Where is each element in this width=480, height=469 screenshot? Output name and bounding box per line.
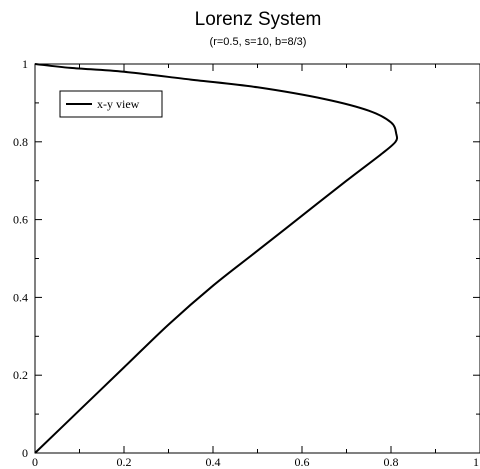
y-tick-label: 1 <box>22 57 28 71</box>
x-tick-label: 0.4 <box>206 455 221 469</box>
x-tick-label: 0 <box>32 455 38 469</box>
x-tick-label: 0.8 <box>384 455 399 469</box>
y-tick-label: 0.6 <box>13 213 28 227</box>
series-line-x-y-view <box>34 63 399 454</box>
y-tick-label: 0 <box>22 446 28 460</box>
y-tick-labels: 0 0.2 0.4 0.6 0.8 1 <box>13 57 28 460</box>
chart-subtitle: (r=0.5, s=10, b=8/3) <box>210 36 307 48</box>
x-tick-label: 1 <box>473 455 479 469</box>
chart-title: Lorenz System <box>195 9 322 30</box>
legend-box <box>59 90 163 118</box>
legend: x-y view <box>59 90 163 118</box>
x-tick-labels: 0 0.2 0.4 0.6 0.8 1 <box>32 455 479 469</box>
axis-ticks <box>34 63 480 454</box>
y-tick-label: 0.2 <box>13 368 28 382</box>
legend-label: x-y view <box>97 97 140 111</box>
x-tick-label: 0.6 <box>295 455 310 469</box>
y-tick-label: 0.4 <box>13 290 28 304</box>
y-tick-label: 0.8 <box>13 135 28 149</box>
x-tick-label: 0.2 <box>117 455 132 469</box>
plot-frame <box>34 63 480 454</box>
